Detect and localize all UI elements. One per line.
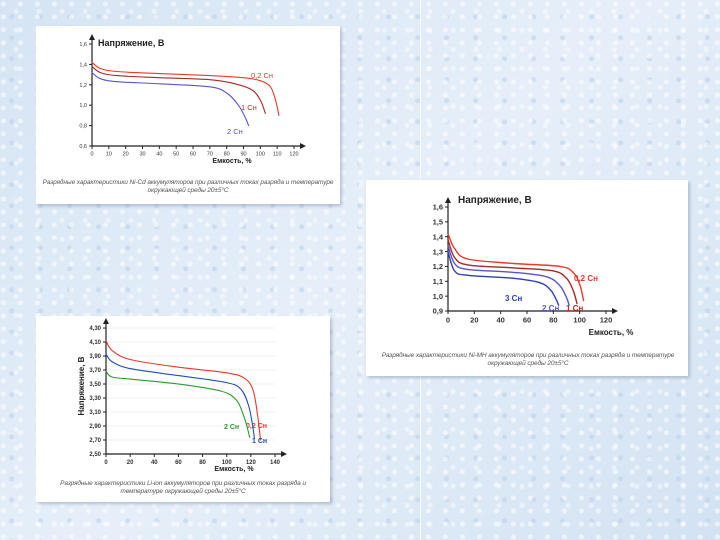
y-tick-label: 0,9 <box>433 307 443 316</box>
chart-panel-liion: 2,50 2,70 2,90 3,10 3,30 3,50 3,70 3,90 4,10 4,30… <box>36 316 330 502</box>
chart-title: Напряжение, В <box>458 195 532 206</box>
series-line <box>447 244 570 306</box>
x-tick-label: 100 <box>222 460 233 466</box>
series-line <box>105 340 262 441</box>
y-tick-label: 4,10 <box>89 340 101 346</box>
x-tick-label: 90 <box>240 152 246 158</box>
series-label: 1 Сн <box>252 438 267 445</box>
chart-panel-nicd: 0,6 0,8 1,0 1,2 1,4 1,6 0 10 20 30 40 50 60 70 80 90 100… <box>36 26 340 204</box>
x-tick-label: 100 <box>256 152 265 158</box>
x-axis-label: Емкость, % <box>214 466 254 473</box>
x-tick-label: 40 <box>151 460 158 466</box>
series-label: 2 Сн <box>227 127 243 136</box>
chart-caption: Разрядные характеристики Ni-Cd аккумулят… <box>42 179 334 194</box>
y-tick-label: 1,0 <box>433 292 443 301</box>
y-tick-label: 3,50 <box>89 382 101 388</box>
chart-title: Напряжение, В <box>98 38 165 48</box>
y-tick-label: 1,6 <box>79 42 87 48</box>
y-axis-arrow <box>103 318 109 324</box>
x-tick-label: 40 <box>156 152 162 158</box>
chart-caption: Разрядные характеристики Li-ion аккумуля… <box>60 480 306 495</box>
series-label: 0,2 Сн <box>246 423 267 430</box>
series-line <box>91 61 280 116</box>
x-tick-label: 0 <box>90 152 93 158</box>
series-line <box>105 370 251 438</box>
x-tick-label: 110 <box>273 152 282 158</box>
x-tick-label: 20 <box>127 460 134 466</box>
y-tick-label: 1,4 <box>79 62 87 68</box>
y-tick-label: 2,90 <box>89 424 101 430</box>
x-tick-label: 80 <box>199 460 206 466</box>
x-tick-label: 120 <box>246 460 257 466</box>
x-axis-label: Емкость, % <box>589 328 634 337</box>
y-tick-label: 3,70 <box>89 368 101 374</box>
series-line <box>447 233 585 302</box>
x-tick-label: 20 <box>123 152 129 158</box>
series-label: 2 Сн <box>224 424 239 431</box>
y-tick-label: 4,30 <box>89 326 101 332</box>
y-axis-label: Напряжение, В <box>77 356 86 415</box>
y-axis-arrow <box>445 197 451 203</box>
x-tick-label: 60 <box>175 460 182 466</box>
x-tick-label: 60 <box>190 152 196 158</box>
x-tick-label: 40 <box>496 316 504 325</box>
x-tick-label: 120 <box>289 152 298 158</box>
x-tick-label: 0 <box>104 460 108 466</box>
x-tick-label: 100 <box>573 316 586 325</box>
x-axis-arrow <box>612 308 618 314</box>
y-tick-label: 1,6 <box>433 203 443 212</box>
y-tick-label: 0,8 <box>79 124 87 130</box>
liion-discharge-chart: 2,50 2,70 2,90 3,10 3,30 3,50 3,70 3,90 4,10 4,30… <box>77 318 287 473</box>
y-tick-label: 1,3 <box>433 247 443 256</box>
y-tick-label: 2,70 <box>89 438 101 444</box>
x-tick-label: 80 <box>549 316 557 325</box>
series-line <box>105 353 256 440</box>
nicd-discharge-chart: 0,6 0,8 1,0 1,2 1,4 1,6 0 10 20 30 40 50 60 70 80 90 100… <box>79 34 306 165</box>
y-tick-label: 1,2 <box>79 83 87 89</box>
series-label: 3 Сн <box>505 294 522 303</box>
nimh-discharge-chart: 0,9 1,0 1,1 1,2 1,3 1,4 1,5 1,6 0 20 40 60 80 100 120 Н… <box>433 195 634 337</box>
x-tick-label: 70 <box>207 152 213 158</box>
series-label: 1 Сн <box>566 304 583 313</box>
series-line <box>447 250 560 306</box>
x-tick-label: 20 <box>470 316 478 325</box>
x-axis-label: Емкость, % <box>212 158 252 165</box>
x-tick-label: 10 <box>106 152 112 158</box>
chart-caption: Разрядные характеристики Ni-MH аккумулят… <box>381 352 675 367</box>
y-tick-label: 2,50 <box>89 452 101 458</box>
x-tick-label: 60 <box>523 316 531 325</box>
series-line <box>91 65 266 114</box>
y-axis-arrow <box>89 34 95 40</box>
y-tick-label: 3,90 <box>89 354 101 360</box>
x-tick-label: 80 <box>224 152 230 158</box>
series-label: 0,2 Сн <box>574 274 598 283</box>
y-tick-label: 1,4 <box>433 232 444 241</box>
y-tick-label: 1,5 <box>433 218 443 227</box>
x-tick-label: 120 <box>600 316 613 325</box>
x-tick-label: 30 <box>139 152 145 158</box>
x-tick-label: 140 <box>270 460 281 466</box>
y-tick-label: 1,2 <box>433 262 443 271</box>
y-tick-label: 3,30 <box>89 396 101 402</box>
x-axis-arrow <box>300 143 306 149</box>
series-line <box>91 72 250 127</box>
series-line <box>447 239 578 305</box>
y-tick-label: 0,6 <box>79 144 87 150</box>
x-tick-label: 0 <box>446 316 450 325</box>
series-label: 1 Сн <box>241 103 257 112</box>
series-label: 2 Сн <box>542 304 559 313</box>
y-tick-label: 1,1 <box>433 277 443 286</box>
x-axis-arrow <box>281 451 287 457</box>
chart-panel-nimh: 0,9 1,0 1,1 1,2 1,3 1,4 1,5 1,6 0 20 40 60 80 100 120 Н… <box>366 180 688 376</box>
y-tick-label: 1,0 <box>79 103 87 109</box>
x-tick-label: 50 <box>173 152 179 158</box>
y-tick-label: 3,10 <box>89 410 101 416</box>
series-label: 0,2 Сн <box>251 71 273 80</box>
